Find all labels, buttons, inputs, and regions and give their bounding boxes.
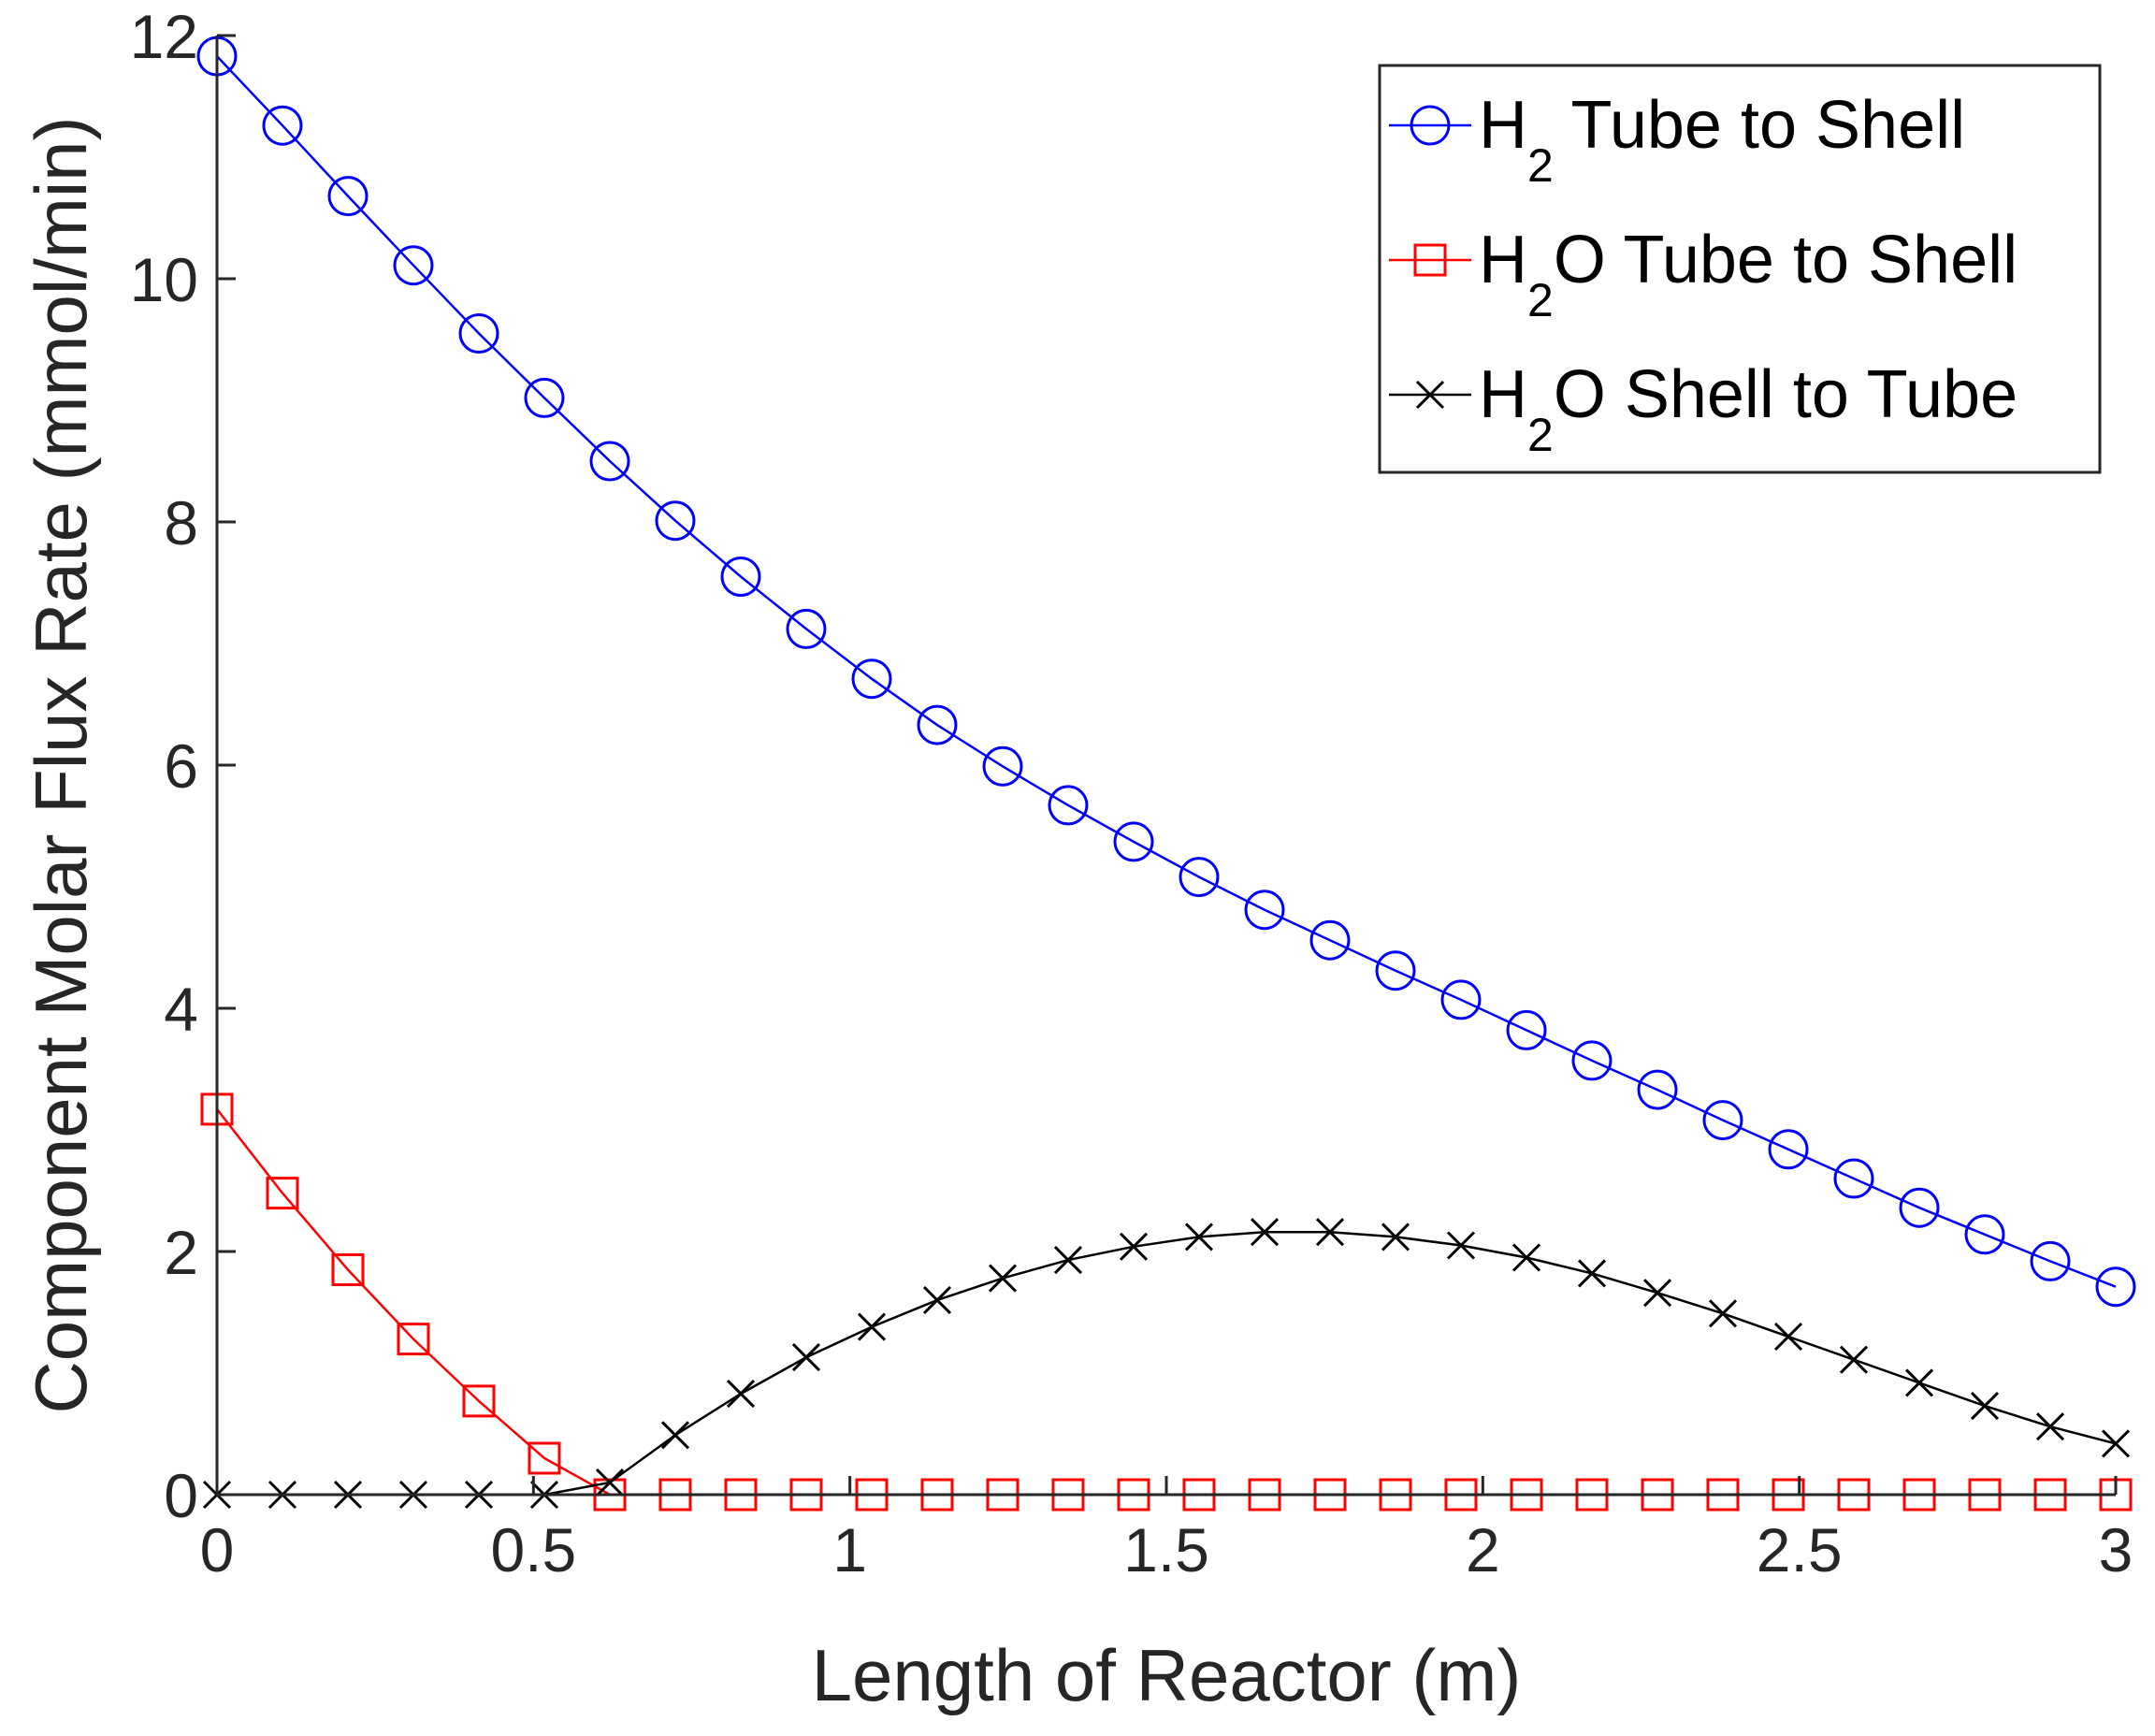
data-point	[1571, 1040, 1613, 1081]
data-point	[331, 1253, 365, 1286]
data-point	[327, 176, 369, 217]
legend-label-1: H2O Tube to Shell	[1479, 223, 2018, 326]
legend-marker-1	[1413, 243, 1447, 277]
data-point	[851, 658, 892, 700]
axes: 0 0.5 1 1.5 2 2.5 3 0 2 4 6 8 10 12	[130, 2, 2133, 1584]
y-tick-label: 4	[164, 975, 198, 1044]
y-tick-label: 6	[164, 731, 198, 801]
data-point	[1970, 1392, 2000, 1421]
legend-marker-0	[1410, 105, 1451, 146]
data-point	[1899, 1187, 1940, 1228]
data-point	[524, 377, 565, 418]
x-tick-label: 0	[200, 1515, 235, 1584]
data-point	[2030, 1240, 2071, 1281]
data-point	[660, 1421, 690, 1450]
data-point	[1113, 821, 1154, 862]
data-point	[791, 1343, 821, 1372]
data-point	[1309, 919, 1351, 961]
data-point	[1511, 1243, 1541, 1272]
data-point	[1642, 1279, 1672, 1308]
x-tick-label: 0.5	[490, 1515, 576, 1584]
data-point	[1904, 1368, 1934, 1397]
data-point	[1768, 1129, 1809, 1170]
data-point	[595, 1468, 625, 1497]
y-tick-label: 12	[130, 2, 198, 71]
data-point	[2101, 1429, 2131, 1458]
data-point	[1446, 1231, 1476, 1260]
legend-box	[1378, 64, 2102, 474]
data-point	[917, 704, 958, 745]
legend: H2 Tube to Shell H2O Tube to Shell H2O She…	[1378, 64, 2102, 474]
data-point	[393, 245, 434, 286]
data-point	[2035, 1412, 2065, 1441]
legend-label-2: H2O Shell to Tube	[1479, 357, 2018, 461]
x-tick-label: 2.5	[1757, 1515, 1843, 1584]
data-point	[1315, 1218, 1345, 1247]
data-point	[1250, 1218, 1280, 1247]
y-axis-title: Component Molar Flux Rate (mmol/min)	[20, 116, 102, 1413]
y-tick-label: 8	[164, 488, 198, 557]
data-point	[988, 1264, 1018, 1293]
series-line-0	[216, 55, 2117, 1288]
data-point	[1708, 1299, 1738, 1328]
data-point	[1773, 1322, 1803, 1352]
data-point	[922, 1285, 952, 1315]
y-tick-label: 10	[130, 245, 198, 314]
data-point	[1702, 1100, 1743, 1141]
data-point	[1179, 857, 1220, 898]
data-point	[786, 608, 827, 649]
data-point	[857, 1312, 887, 1341]
data-point	[1184, 1222, 1214, 1251]
data-point	[462, 1384, 496, 1418]
data-point	[720, 557, 761, 597]
data-point	[589, 441, 630, 482]
data-point	[1833, 1158, 1874, 1199]
data-point	[1119, 1232, 1149, 1261]
legend-label-0: H2 Tube to Shell	[1479, 88, 1965, 192]
data-point	[1440, 979, 1482, 1020]
data-point	[1048, 785, 1089, 826]
data-point	[262, 105, 303, 146]
data-point	[1506, 1009, 1547, 1050]
data-point	[1381, 1222, 1410, 1251]
data-point	[1964, 1214, 2005, 1255]
x-tick-label: 2	[1466, 1515, 1500, 1584]
y-tick-label: 2	[164, 1218, 198, 1287]
data-point	[266, 1177, 299, 1210]
data-point	[397, 1323, 430, 1356]
data-point	[528, 1441, 561, 1475]
data-point	[458, 313, 499, 354]
x-axis-title: Length of Reactor (m)	[812, 1634, 1522, 1716]
x-tick-label: 1.5	[1123, 1515, 1209, 1584]
data-point	[1375, 950, 1416, 991]
legend-marker-2	[1415, 380, 1445, 410]
data-point	[1839, 1345, 1869, 1374]
data-point	[2095, 1266, 2136, 1308]
data-point	[1244, 890, 1285, 931]
x-tick-label: 3	[2099, 1515, 2133, 1584]
x-tick-label: 1	[832, 1515, 867, 1584]
y-tick-label: 0	[164, 1461, 198, 1530]
data-point	[655, 500, 696, 542]
data-point	[1053, 1246, 1083, 1275]
data-point	[1637, 1069, 1678, 1110]
data-point	[726, 1380, 756, 1409]
data-point	[982, 745, 1023, 787]
data-point	[1577, 1259, 1607, 1288]
